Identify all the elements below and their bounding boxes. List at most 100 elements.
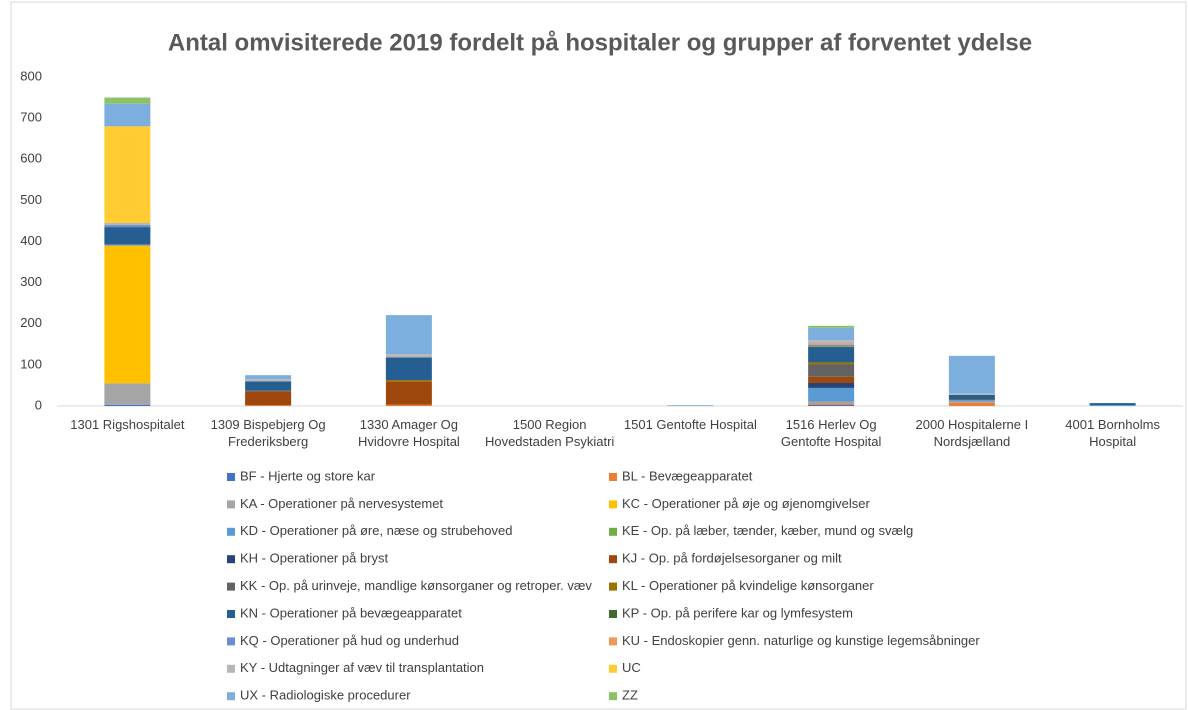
bar-segment [245,379,292,382]
y-tick-label: 200 [20,315,42,330]
legend-swatch [609,582,617,591]
bar-segment [1089,405,1136,406]
legend-label: KC - Operationer på øje og øjenomgivelse… [622,496,871,511]
bar-segment [104,222,151,226]
legend-swatch [609,664,617,673]
bar-segment [385,354,432,358]
legend-label: KL - Operationer på kvindelige kønsorgan… [622,578,874,593]
bar-segment [245,391,292,406]
legend-swatch [227,692,235,701]
bar-segment [808,325,855,328]
bar-segment [948,394,995,400]
bar-segment [1089,403,1136,406]
bar-segment [245,405,292,406]
bar-segment [104,225,151,228]
legend-swatch [609,637,617,646]
legend-label: KH - Operationer på bryst [240,551,389,566]
x-tick-label: 1301 Rigshospitalet [70,417,185,432]
legend-label: KK - Op. på urinveje, mandlige kønsorgan… [240,578,592,593]
bar-segment [385,404,432,406]
bar-segment [385,315,432,355]
bar-segment [808,364,855,377]
bar-segment [808,403,855,405]
legend-swatch [227,610,235,618]
bar-segment [808,401,855,404]
legend-label: UX - Radiologiske procedurer [240,688,411,703]
y-tick-label: 500 [20,192,42,207]
bar-segment [808,348,855,363]
legend-swatch [227,664,235,673]
bar-segment [104,404,151,406]
bar-segment [808,340,855,344]
y-tick-label: 100 [20,356,42,371]
bar-segment [808,346,855,349]
bar-segment [104,126,151,223]
bar-segment [104,227,151,244]
legend-swatch [609,692,617,701]
bar-segment [808,376,855,383]
x-tick-label: 1500 Region Hovedstaden Psykiatri [484,417,615,449]
bar-segment [948,355,995,394]
y-tick-label: 600 [20,151,42,166]
bar-segment [385,381,432,405]
legend-swatch [609,473,617,481]
bar-segment [104,243,151,245]
chart-frame [10,1,1187,710]
bar-segment [104,103,151,127]
legend-label: KP - Op. på perifere kar og lymfesystem [622,605,853,620]
bar-segment [808,404,855,406]
bar-segment [948,399,995,401]
legend-swatch [227,473,235,481]
chart-title: Antal omvisiterede 2019 fordelt på hospi… [168,29,1032,56]
bar-segment [245,381,292,391]
bar-segment [808,343,855,345]
bar-segment [948,400,995,402]
legend-label: BF - Hjerte og store kar [240,468,376,483]
legend-label: UC [622,660,641,675]
legend-label: KQ - Operationer på hud og underhud [240,633,459,648]
x-tick-label: 1501 Gentofte Hospital [623,417,757,432]
x-tick-label: 1516 Herlev Og Gentofte Hospital [780,417,882,449]
bar-segment [808,327,855,341]
bar-segment [104,245,151,384]
legend-swatch [227,500,235,509]
y-tick-label: 800 [20,68,42,83]
bar-segment [104,244,151,246]
legend-swatch [609,555,617,564]
legend-label: KD - Operationer på øre, næse og strubeh… [240,523,512,538]
legend-label: BL - Bevægeapparatet [622,468,753,483]
x-tick-label: 4001 Bornholms Hospital [1065,417,1160,449]
legend-label: KU - Endoskopier genn. naturlige og kuns… [622,633,980,648]
legend-label: ZZ [622,688,638,703]
y-tick-label: 400 [20,233,42,248]
legend-label: KE - Op. på læber, tænder, kæber, mund o… [622,523,913,538]
bar-segment [808,362,855,365]
legend-swatch [609,610,617,618]
bar-segment [104,97,151,104]
x-tick-label: 1309 Bispebjerg Og Frederiksberg [210,417,326,449]
bar-segment [948,402,995,406]
bar-segment [808,344,855,347]
y-tick-label: 700 [20,110,42,125]
x-tick-label: 2000 Hospitalerne I Nordsjælland [915,417,1029,449]
x-tick-label: 1330 Amager Og Hvidovre Hospital [357,417,460,449]
bar-segment [104,383,151,405]
legend-swatch [227,555,235,564]
bar-segment [245,375,292,380]
legend-swatch [227,527,235,536]
legend-label: KY - Udtagninger af væv til transplantat… [240,660,484,675]
legend-label: KN - Operationer på bevægeapparatet [240,605,462,620]
bar-segment [808,387,855,402]
bar-segment [385,380,432,382]
bar-segment [948,393,995,395]
legend-label: KA - Operationer på nervesystemet [240,496,443,511]
y-tick-label: 300 [20,274,42,289]
bar-segment [385,357,432,381]
legend-swatch [609,527,617,536]
legend-swatch [609,500,617,509]
legend-swatch [227,637,235,646]
legend-swatch [227,582,235,591]
bar-segment [948,401,995,403]
